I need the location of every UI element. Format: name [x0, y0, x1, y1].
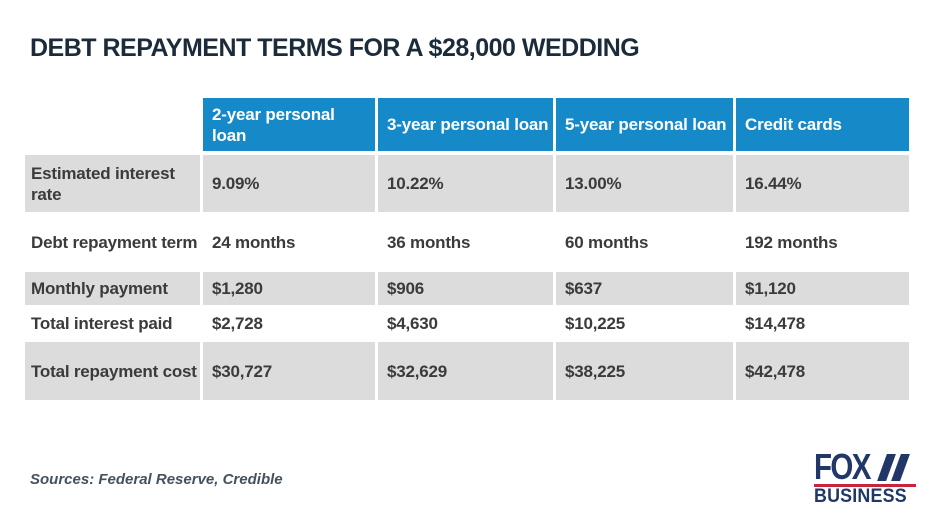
- table-cell: 16.44%: [733, 155, 909, 212]
- logo-red-divider: [814, 484, 916, 487]
- row-label: Total repayment cost: [25, 342, 200, 400]
- table-cell: $14,478: [733, 307, 909, 340]
- table-cell: $38,225: [553, 342, 733, 400]
- fox-wordmark: FOX: [814, 449, 916, 485]
- table-cell: 60 months: [553, 214, 733, 270]
- page-title: DEBT REPAYMENT TERMS FOR A $28,000 WEDDI…: [30, 34, 640, 62]
- table-cell: 24 months: [200, 214, 375, 270]
- table-corner-cell: [25, 98, 200, 151]
- table-cell: $637: [553, 272, 733, 305]
- table-cell: $42,478: [733, 342, 909, 400]
- table-cell: 10.22%: [375, 155, 553, 212]
- table-cell: $906: [375, 272, 553, 305]
- table-row-monthly-payment: Monthly payment $1,280 $906 $637 $1,120: [25, 272, 909, 305]
- table-cell: $1,280: [200, 272, 375, 305]
- table-row-total-interest: Total interest paid $2,728 $4,630 $10,22…: [25, 307, 909, 340]
- table-row-total-repayment: Total repayment cost $30,727 $32,629 $38…: [25, 342, 909, 400]
- table-row-repayment-term: Debt repayment term 24 months 36 months …: [25, 214, 909, 270]
- column-header-2yr-loan: 2-year personal loan: [200, 98, 375, 151]
- row-label: Debt repayment term: [25, 214, 200, 270]
- fox-logo-text: FOX: [814, 446, 871, 487]
- row-label: Total interest paid: [25, 307, 200, 340]
- table-cell: $32,629: [375, 342, 553, 400]
- table-cell: $4,630: [375, 307, 553, 340]
- table-cell: 192 months: [733, 214, 909, 270]
- sources-attribution: Sources: Federal Reserve, Credible: [30, 471, 283, 488]
- debt-repayment-table: 2-year personal loan 3-year personal loa…: [25, 98, 909, 402]
- column-header-5yr-loan: 5-year personal loan: [553, 98, 733, 151]
- table-header-row: 2-year personal loan 3-year personal loa…: [25, 98, 909, 151]
- column-header-3yr-loan: 3-year personal loan: [375, 98, 553, 151]
- table-cell: 9.09%: [200, 155, 375, 212]
- table-cell: $10,225: [553, 307, 733, 340]
- row-label: Monthly payment: [25, 272, 200, 305]
- column-header-credit-cards: Credit cards: [733, 98, 909, 151]
- table-cell: $1,120: [733, 272, 909, 305]
- table-cell: 36 months: [375, 214, 553, 270]
- table-cell: $2,728: [200, 307, 375, 340]
- fox-business-logo: FOX BUSINESS: [814, 449, 916, 507]
- table-row-interest-rate: Estimated interest rate 9.09% 10.22% 13.…: [25, 155, 909, 212]
- business-logo-text: BUSINESS: [814, 486, 907, 507]
- row-label: Estimated interest rate: [25, 155, 200, 212]
- table-cell: 13.00%: [553, 155, 733, 212]
- table-cell: $30,727: [200, 342, 375, 400]
